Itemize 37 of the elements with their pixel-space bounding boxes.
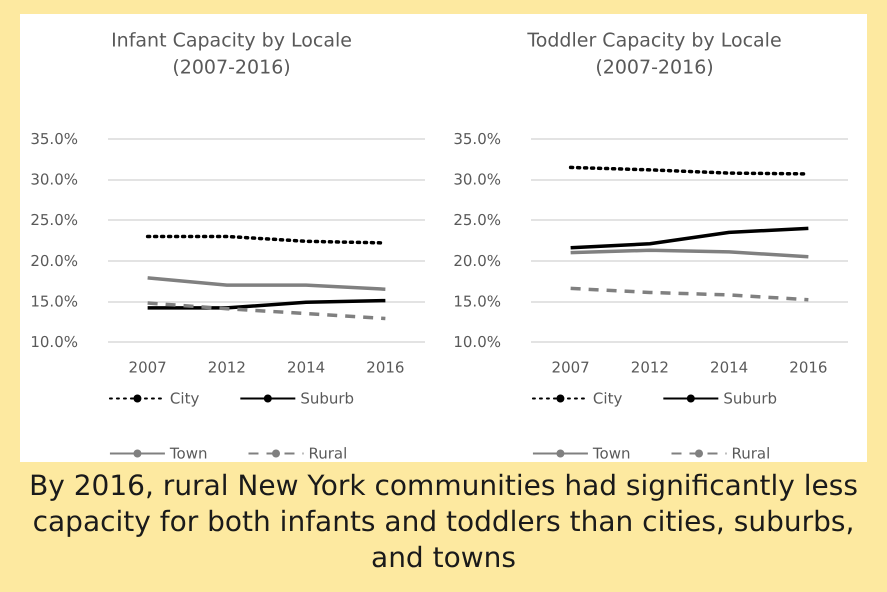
- y-tick-label: 30.0%: [30, 170, 78, 189]
- legend-label: Rural: [308, 444, 348, 462]
- legend-label: Suburb: [300, 390, 354, 408]
- legend-label: City: [592, 390, 622, 408]
- x-tick-label: 2014: [710, 358, 748, 376]
- y-tick-label: 15.0%: [30, 292, 78, 310]
- x-tick-label: 2007: [128, 358, 167, 376]
- legend-label: City: [170, 390, 200, 408]
- legend-label: Suburb: [723, 390, 778, 408]
- y-tick-label: 30.0%: [453, 170, 501, 189]
- legend-label: Town: [168, 444, 208, 462]
- line-series: [568, 248, 810, 258]
- line-series: [568, 286, 810, 302]
- text: By 2016, rural New York communities had significantly less capacity for both infants and toddlers than cities, suburbs, and towns: [28, 468, 859, 576]
- y-tick-label: 20.0%: [453, 252, 501, 270]
- x-tick-label: 2012: [630, 358, 669, 376]
- legend-label: Town: [592, 444, 631, 462]
- chart-subtitle: (2007-2016): [172, 56, 291, 78]
- y-tick-label: 25.0%: [453, 211, 501, 230]
- legend-label: Rural: [731, 444, 770, 462]
- y-tick-label: 25.0%: [30, 211, 78, 230]
- x-tick-label: 2016: [789, 358, 828, 376]
- x-tick-label: 2012: [208, 358, 246, 376]
- y-tick-label: 10.0%: [453, 333, 501, 351]
- y-tick-label: 15.0%: [453, 292, 501, 310]
- y-tick-label: 35.0%: [453, 130, 501, 148]
- y-tick-label: 10.0%: [30, 333, 78, 351]
- chart-title: Infant Capacity by Locale: [111, 30, 352, 52]
- y-tick-label: 35.0%: [30, 130, 78, 148]
- x-tick-label: 2007: [552, 358, 590, 376]
- line-series: [568, 226, 810, 250]
- line-series: [146, 301, 388, 320]
- x-tick-label: 2016: [366, 358, 404, 376]
- chart-subtitle: (2007-2016): [595, 56, 714, 78]
- chart-title: Toddler Capacity by Locale: [526, 30, 782, 52]
- x-tick-label: 2014: [287, 358, 326, 376]
- y-tick-label: 20.0%: [30, 252, 78, 270]
